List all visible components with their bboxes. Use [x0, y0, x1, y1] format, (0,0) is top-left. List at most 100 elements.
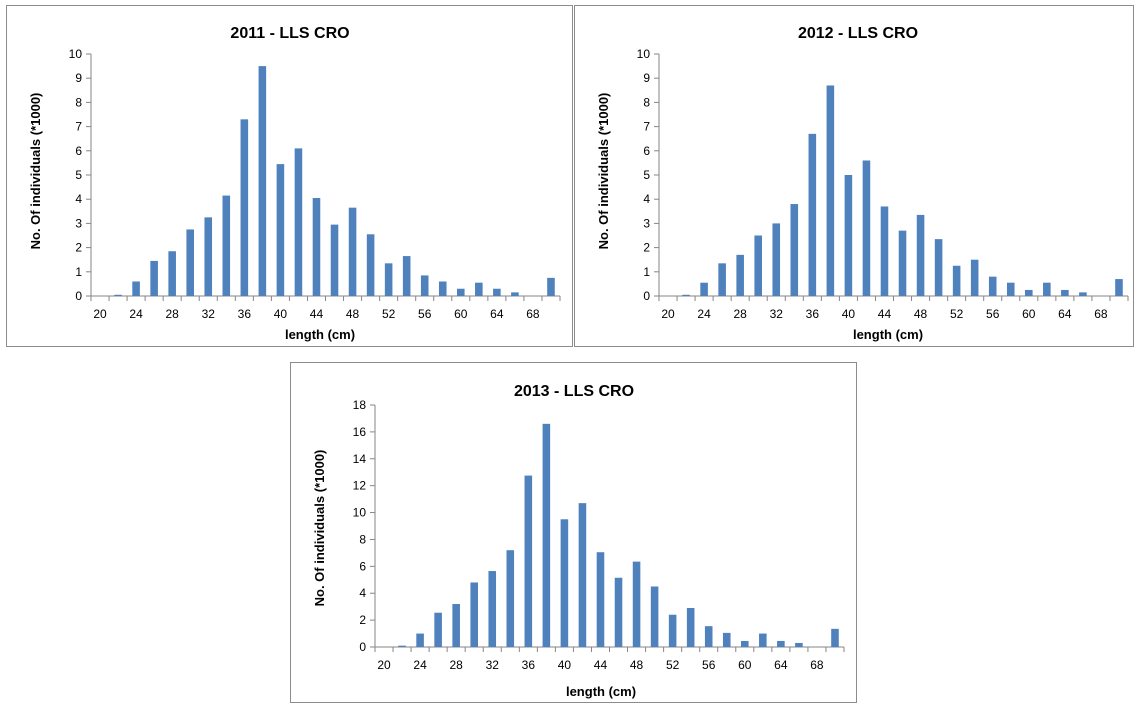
x-tick-label: 60	[1022, 307, 1036, 321]
bar-54cm	[970, 259, 979, 296]
chart-title: 2011 - LLS CRO	[230, 25, 349, 42]
y-tick-label: 1	[75, 265, 82, 279]
y-tick-label: 18	[353, 398, 367, 412]
bar-46cm	[330, 224, 339, 296]
x-tick-label: 24	[413, 658, 427, 672]
bar-58cm	[722, 632, 731, 647]
bar-24cm	[132, 281, 140, 296]
bar-54cm	[686, 608, 695, 647]
x-tick-label: 28	[733, 307, 747, 321]
x-tick-label: 48	[914, 307, 928, 321]
bar-28cm	[168, 251, 176, 296]
y-axis-title: No. Of individuals (*1000)	[312, 450, 327, 607]
y-tick-label: 8	[643, 95, 650, 109]
y-tick-label: 6	[643, 144, 650, 158]
x-tick-label: 32	[486, 658, 500, 672]
chart-panel-2012: 2012 - LLS CRO No. Of individuals (*1000…	[574, 5, 1134, 347]
bar-62cm	[759, 633, 767, 647]
y-tick-label: 8	[75, 95, 82, 109]
bar-62cm	[475, 282, 483, 296]
y-tick-label: 9	[643, 71, 650, 85]
y-tick-label: 14	[353, 452, 367, 466]
bar-30cm	[186, 229, 194, 296]
bar-22cm	[114, 294, 122, 296]
x-axis-title: length (cm)	[285, 327, 355, 342]
bar-60cm	[741, 640, 749, 647]
bar-48cm	[632, 561, 641, 647]
x-tick-label: 20	[377, 658, 391, 672]
chart-panel-2013: 2013 - LLS CRO No. Of individuals (*1000…	[290, 362, 857, 703]
bar-38cm	[542, 423, 551, 647]
x-tick-label: 68	[526, 307, 540, 321]
bar-44cm	[880, 206, 889, 296]
y-tick-label: 10	[353, 506, 367, 520]
y-tick-label: 0	[75, 289, 82, 303]
bar-64cm	[493, 288, 501, 296]
bar-46cm	[614, 577, 623, 647]
x-tick-label: 36	[806, 307, 820, 321]
y-tick-label: 3	[643, 216, 650, 230]
x-tick-label: 24	[129, 307, 143, 321]
bar-42cm	[862, 160, 871, 296]
bar-36cm	[524, 475, 533, 647]
x-tick-label: 56	[418, 307, 432, 321]
x-tick-label: 28	[449, 658, 463, 672]
x-tick-label: 52	[666, 658, 680, 672]
x-tick-label: 40	[558, 658, 572, 672]
y-tick-label: 2	[75, 241, 82, 255]
bar-50cm	[934, 239, 943, 296]
chart-title: 2013 - LLS CRO	[514, 383, 634, 400]
x-tick-label: 32	[202, 307, 216, 321]
bar-50cm	[650, 586, 659, 647]
bar-58cm	[438, 281, 447, 296]
y-tick-label: 1	[643, 265, 650, 279]
bar-46cm	[898, 230, 907, 296]
x-tick-label: 68	[1094, 307, 1108, 321]
x-tick-label: 64	[1058, 307, 1072, 321]
bar-40cm	[844, 175, 853, 296]
y-tick-label: 6	[75, 144, 82, 158]
x-tick-label: 40	[274, 307, 288, 321]
bar-26cm	[150, 260, 158, 296]
bar-28cm	[452, 603, 460, 647]
y-tick-label: 12	[353, 479, 367, 493]
bar-42cm	[294, 148, 303, 296]
bar-24cm	[416, 633, 424, 647]
bar-58cm	[1006, 282, 1015, 296]
y-tick-label: 4	[359, 586, 366, 600]
bar-60cm	[457, 288, 465, 296]
bar-44cm	[312, 197, 321, 296]
x-axis-title: length (cm)	[566, 684, 636, 699]
bar-32cm	[488, 571, 497, 647]
y-tick-label: 2	[359, 613, 366, 627]
bar-30cm	[470, 582, 478, 647]
y-tick-label: 7	[643, 120, 650, 134]
bar-24cm	[700, 282, 708, 296]
bar-50cm	[366, 234, 375, 296]
x-tick-label: 44	[594, 658, 608, 672]
x-tick-label: 56	[986, 307, 1000, 321]
y-tick-label: 0	[643, 289, 650, 303]
bar-66cm	[511, 292, 519, 296]
y-tick-label: 7	[75, 120, 82, 134]
y-tick-label: 5	[75, 168, 82, 182]
x-tick-label: 48	[630, 658, 644, 672]
x-tick-label: 60	[454, 307, 468, 321]
y-tick-label: 16	[353, 425, 367, 439]
bar-36cm	[240, 119, 249, 296]
bar-62cm	[1043, 282, 1051, 296]
y-tick-label: 5	[643, 168, 650, 182]
bar-38cm	[258, 66, 267, 296]
bar-56cm	[704, 626, 713, 647]
bar-54cm	[402, 256, 411, 296]
bar-26cm	[434, 612, 442, 647]
bar-52cm	[952, 265, 961, 296]
histogram-2013: 2013 - LLS CRO No. Of individuals (*1000…	[312, 383, 845, 699]
bar-70cm	[547, 277, 555, 296]
y-tick-label: 2	[643, 241, 650, 255]
bar-34cm	[506, 550, 515, 647]
x-tick-label: 48	[346, 307, 360, 321]
bar-40cm	[276, 164, 285, 296]
x-axis-title: length (cm)	[853, 327, 923, 342]
bar-40cm	[560, 519, 569, 647]
